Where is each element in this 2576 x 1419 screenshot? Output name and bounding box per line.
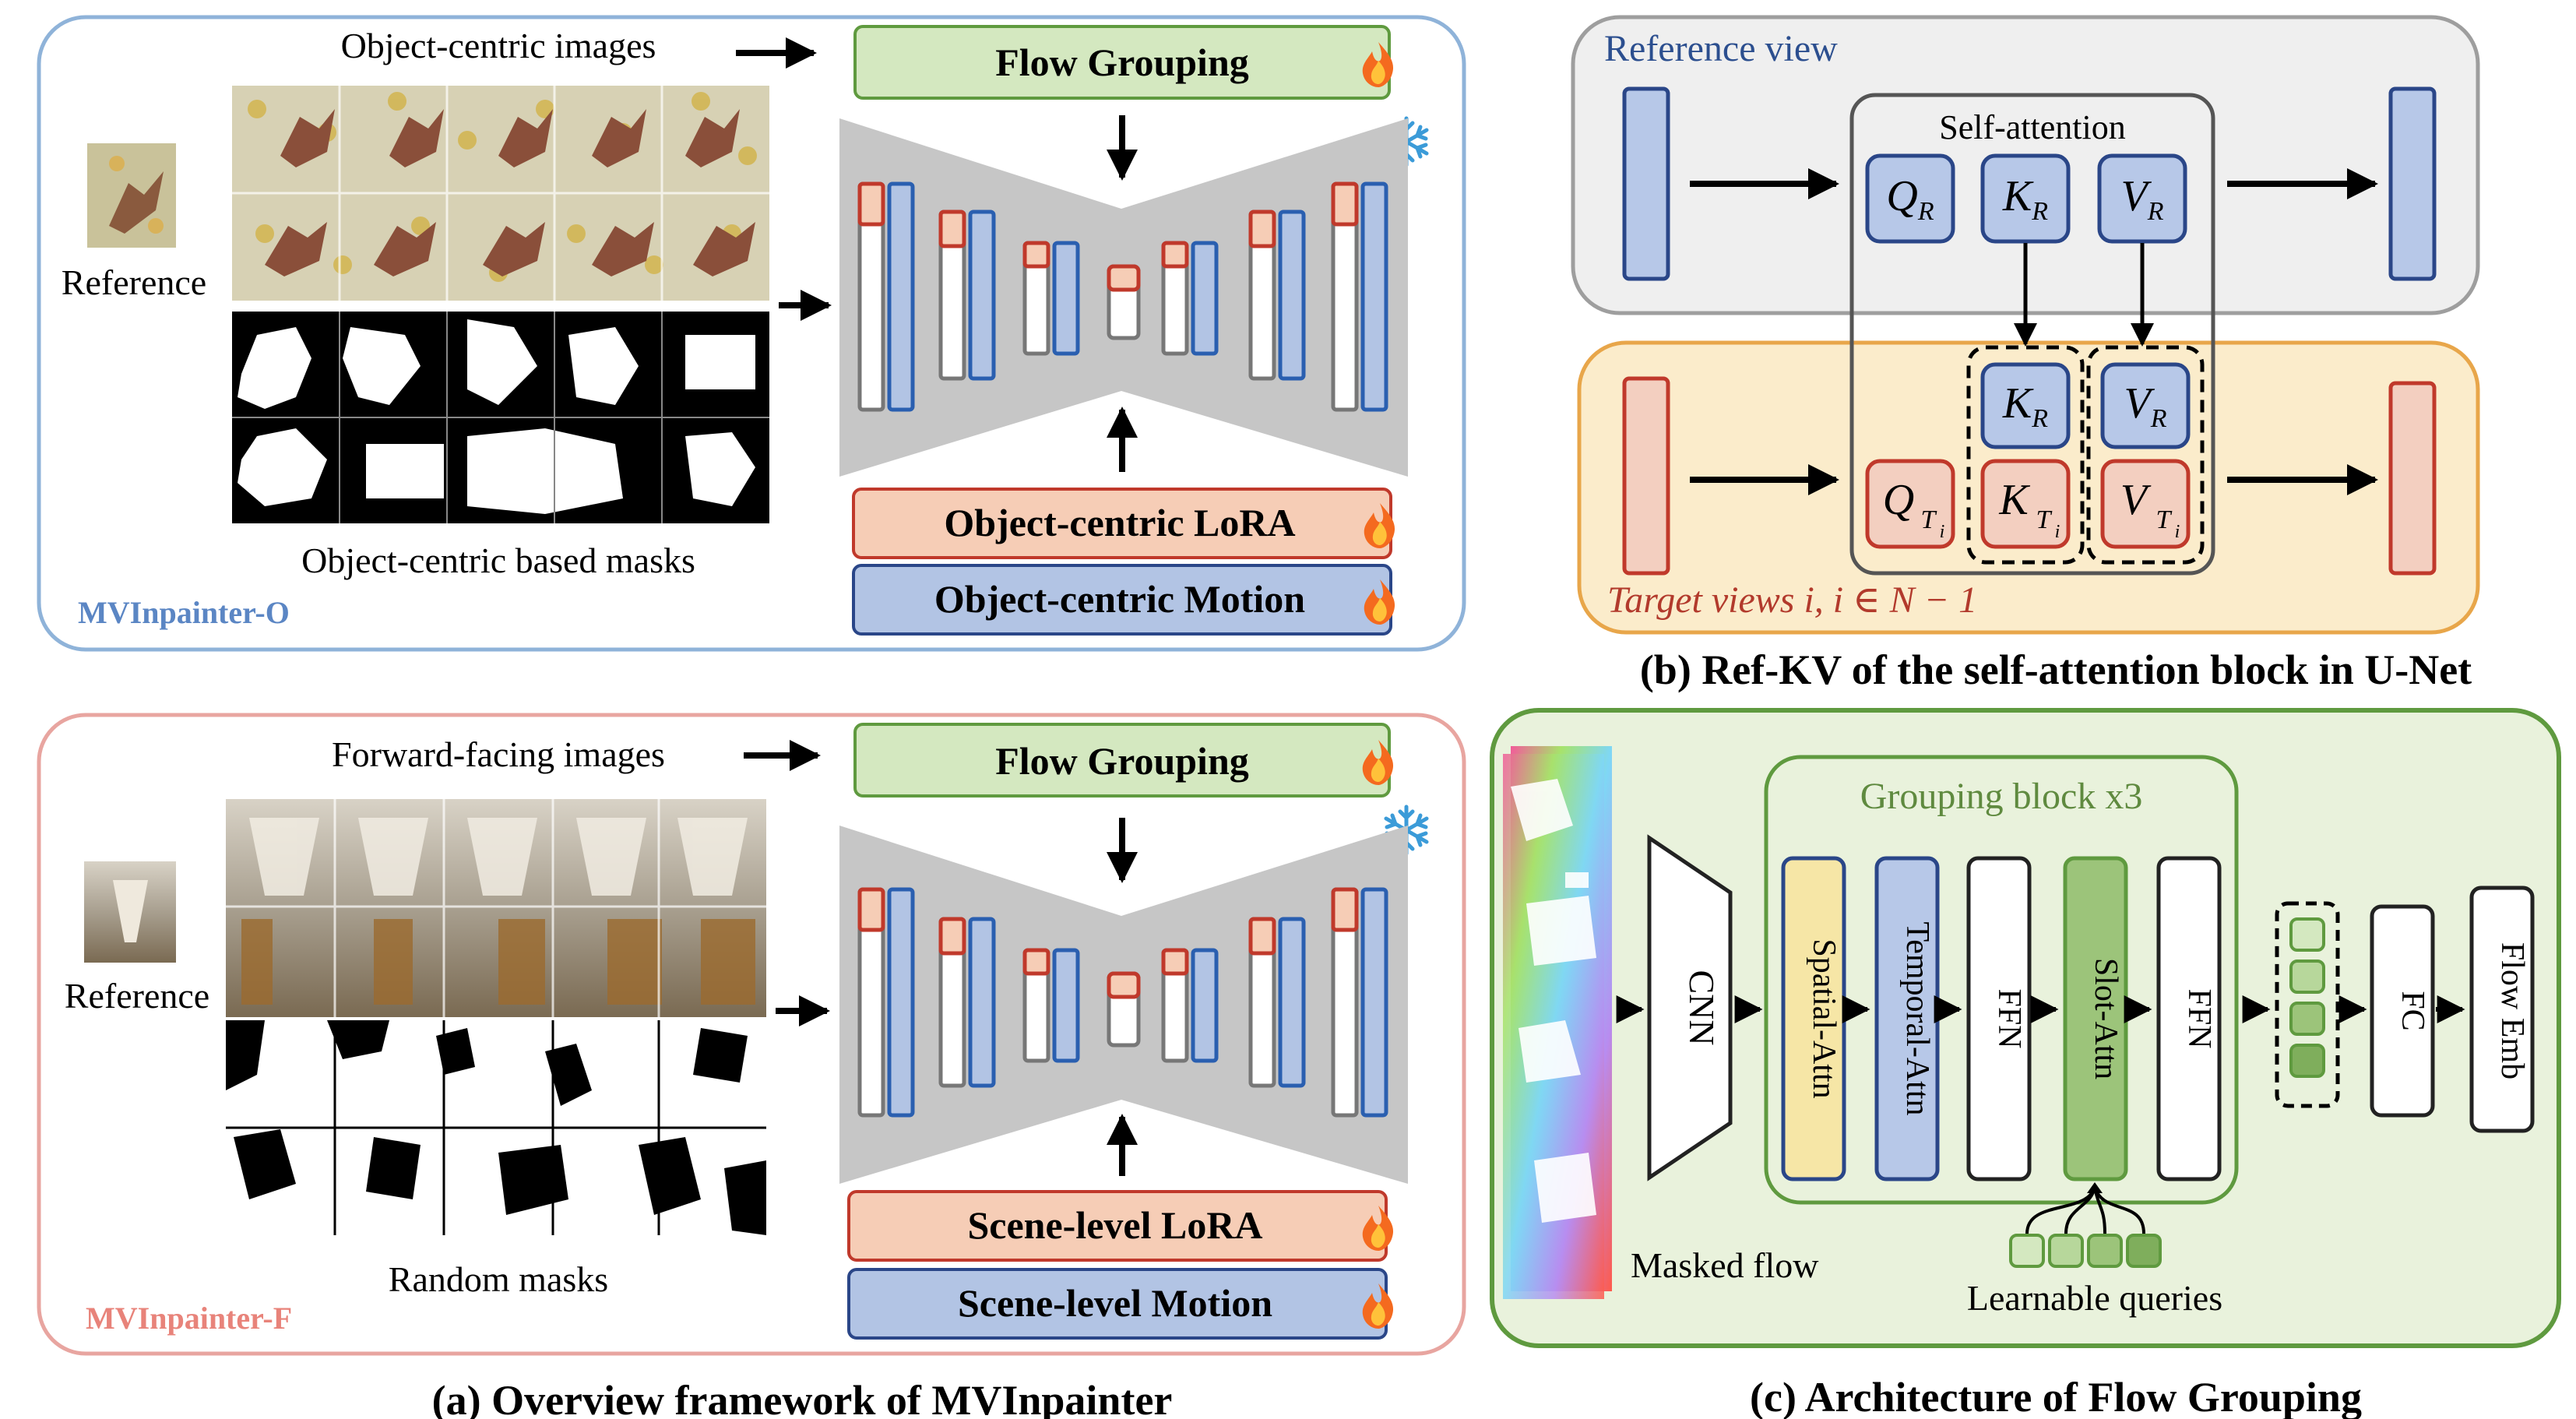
self-attention-box xyxy=(1849,93,2215,576)
svg-text:VR: VR xyxy=(2121,172,2164,226)
q-target: Q T i xyxy=(1865,459,1955,549)
k-target: K T i xyxy=(1980,459,2071,549)
target-views-label: Target views i, i ∈ N − 1 xyxy=(1607,579,1977,621)
target-token-in xyxy=(1622,376,1670,576)
ref-token-in xyxy=(1622,86,1670,281)
svg-text:T: T xyxy=(2036,505,2053,534)
fc-block xyxy=(2370,904,2435,1118)
learnable-queries-label: Learnable queries xyxy=(1967,1278,2222,1318)
model-name-top: MVInpainter-O xyxy=(78,595,290,630)
lora-label-bottom: Scene-level LoRA xyxy=(967,1203,1262,1247)
svg-text:i: i xyxy=(2175,522,2180,542)
cnn-block xyxy=(1647,834,1733,1181)
reference-label-top: Reference xyxy=(62,262,206,302)
flow-grouping-label-bottom: Flow Grouping xyxy=(995,739,1249,783)
svg-text:Q: Q xyxy=(1883,476,1914,524)
flow-emb-label: Flow Emb xyxy=(2494,942,2530,1079)
object-centric-image-grid xyxy=(232,86,769,301)
slot-attn-label: Slot-Attn xyxy=(2088,958,2124,1079)
target-token-out xyxy=(2388,381,2437,576)
caption-b: (b) Ref-KV of the self-attention block i… xyxy=(1640,646,2472,693)
motion-label-top: Object-centric Motion xyxy=(934,577,1305,621)
lora-label-top: Object-centric LoRA xyxy=(944,501,1295,544)
q-ref: QR xyxy=(1865,153,1955,244)
self-attention-label: Self-attention xyxy=(1939,108,2126,146)
random-mask-grid xyxy=(226,1020,766,1235)
masked-flow-label: Masked flow xyxy=(1631,1245,1819,1285)
model-name-bottom: MVInpainter-F xyxy=(86,1301,292,1336)
learnable-queries xyxy=(2009,1234,2162,1268)
svg-text:T: T xyxy=(1921,505,1937,534)
svg-text:T: T xyxy=(2156,505,2173,534)
unet-top-blocks xyxy=(857,181,1388,412)
svg-text:K: K xyxy=(1998,476,2030,524)
random-masks-label: Random masks xyxy=(389,1259,608,1299)
masked-flow-stack xyxy=(1503,746,1612,1299)
unet-bottom-blocks xyxy=(857,887,1388,1118)
ffn-block-1 xyxy=(1966,856,2032,1181)
reference-label-bottom: Reference xyxy=(65,976,209,1016)
object-centric-images-label: Object-centric images xyxy=(341,26,656,65)
slot-tokens-group xyxy=(2275,901,2340,1108)
fc-label: FC xyxy=(2395,991,2430,1030)
reference-image-top xyxy=(87,143,176,248)
svg-text:VR: VR xyxy=(2124,379,2167,433)
v-ref-copy: VR xyxy=(2100,362,2191,449)
spatial-attn-label: Spatial-Attn xyxy=(1806,938,1842,1098)
flow-emb-block xyxy=(2469,886,2535,1133)
reference-view-label: Reference view xyxy=(1604,28,1838,69)
caption-a: (a) Overview framework of MVInpainter xyxy=(432,1377,1173,1419)
reference-image-bottom xyxy=(84,861,176,963)
k-ref-copy: KR xyxy=(1980,362,2071,449)
motion-label-bottom: Scene-level Motion xyxy=(958,1281,1272,1325)
grouping-block-frame xyxy=(1764,755,2239,1205)
grouping-block-label: Grouping block x3 xyxy=(1860,776,2143,817)
ffn-label-1: FFN xyxy=(1991,988,2027,1048)
v-target: V T i xyxy=(2100,459,2191,549)
forward-facing-image-grid xyxy=(226,799,766,1017)
ffn-block-2 xyxy=(2156,856,2222,1181)
svg-text:V: V xyxy=(2120,476,2152,524)
ref-token-out xyxy=(2388,86,2437,281)
forward-facing-images-label: Forward-facing images xyxy=(332,734,665,774)
ffn-label-2: FFN xyxy=(2181,988,2217,1048)
caption-c: (c) Architecture of Flow Grouping xyxy=(1750,1374,2362,1419)
v-concat-group xyxy=(2086,345,2205,565)
cnn-label: CNN xyxy=(1682,970,1722,1045)
svg-text:QR: QR xyxy=(1886,172,1934,226)
flow-grouping-label-top: Flow Grouping xyxy=(995,40,1249,84)
svg-text:i: i xyxy=(1940,522,1945,542)
slot-tokens xyxy=(2289,917,2325,1078)
query-arrows xyxy=(2025,1186,2145,1234)
query-arrowhead xyxy=(2087,1182,2103,1193)
object-centric-mask-grid xyxy=(232,312,769,523)
svg-text:i: i xyxy=(2055,522,2060,542)
v-ref: VR xyxy=(2097,153,2187,244)
temporal-attn-label: Temporal-Attn xyxy=(1899,922,1935,1116)
svg-text:KR: KR xyxy=(2002,172,2048,226)
k-ref: KR xyxy=(1980,153,2071,244)
object-centric-masks-label: Object-centric based masks xyxy=(301,540,695,580)
k-concat-group xyxy=(1966,345,2085,565)
panel-a-top-frame xyxy=(37,15,1466,652)
panel-a-bottom-frame xyxy=(37,713,1466,1356)
svg-text:KR: KR xyxy=(2002,379,2048,433)
